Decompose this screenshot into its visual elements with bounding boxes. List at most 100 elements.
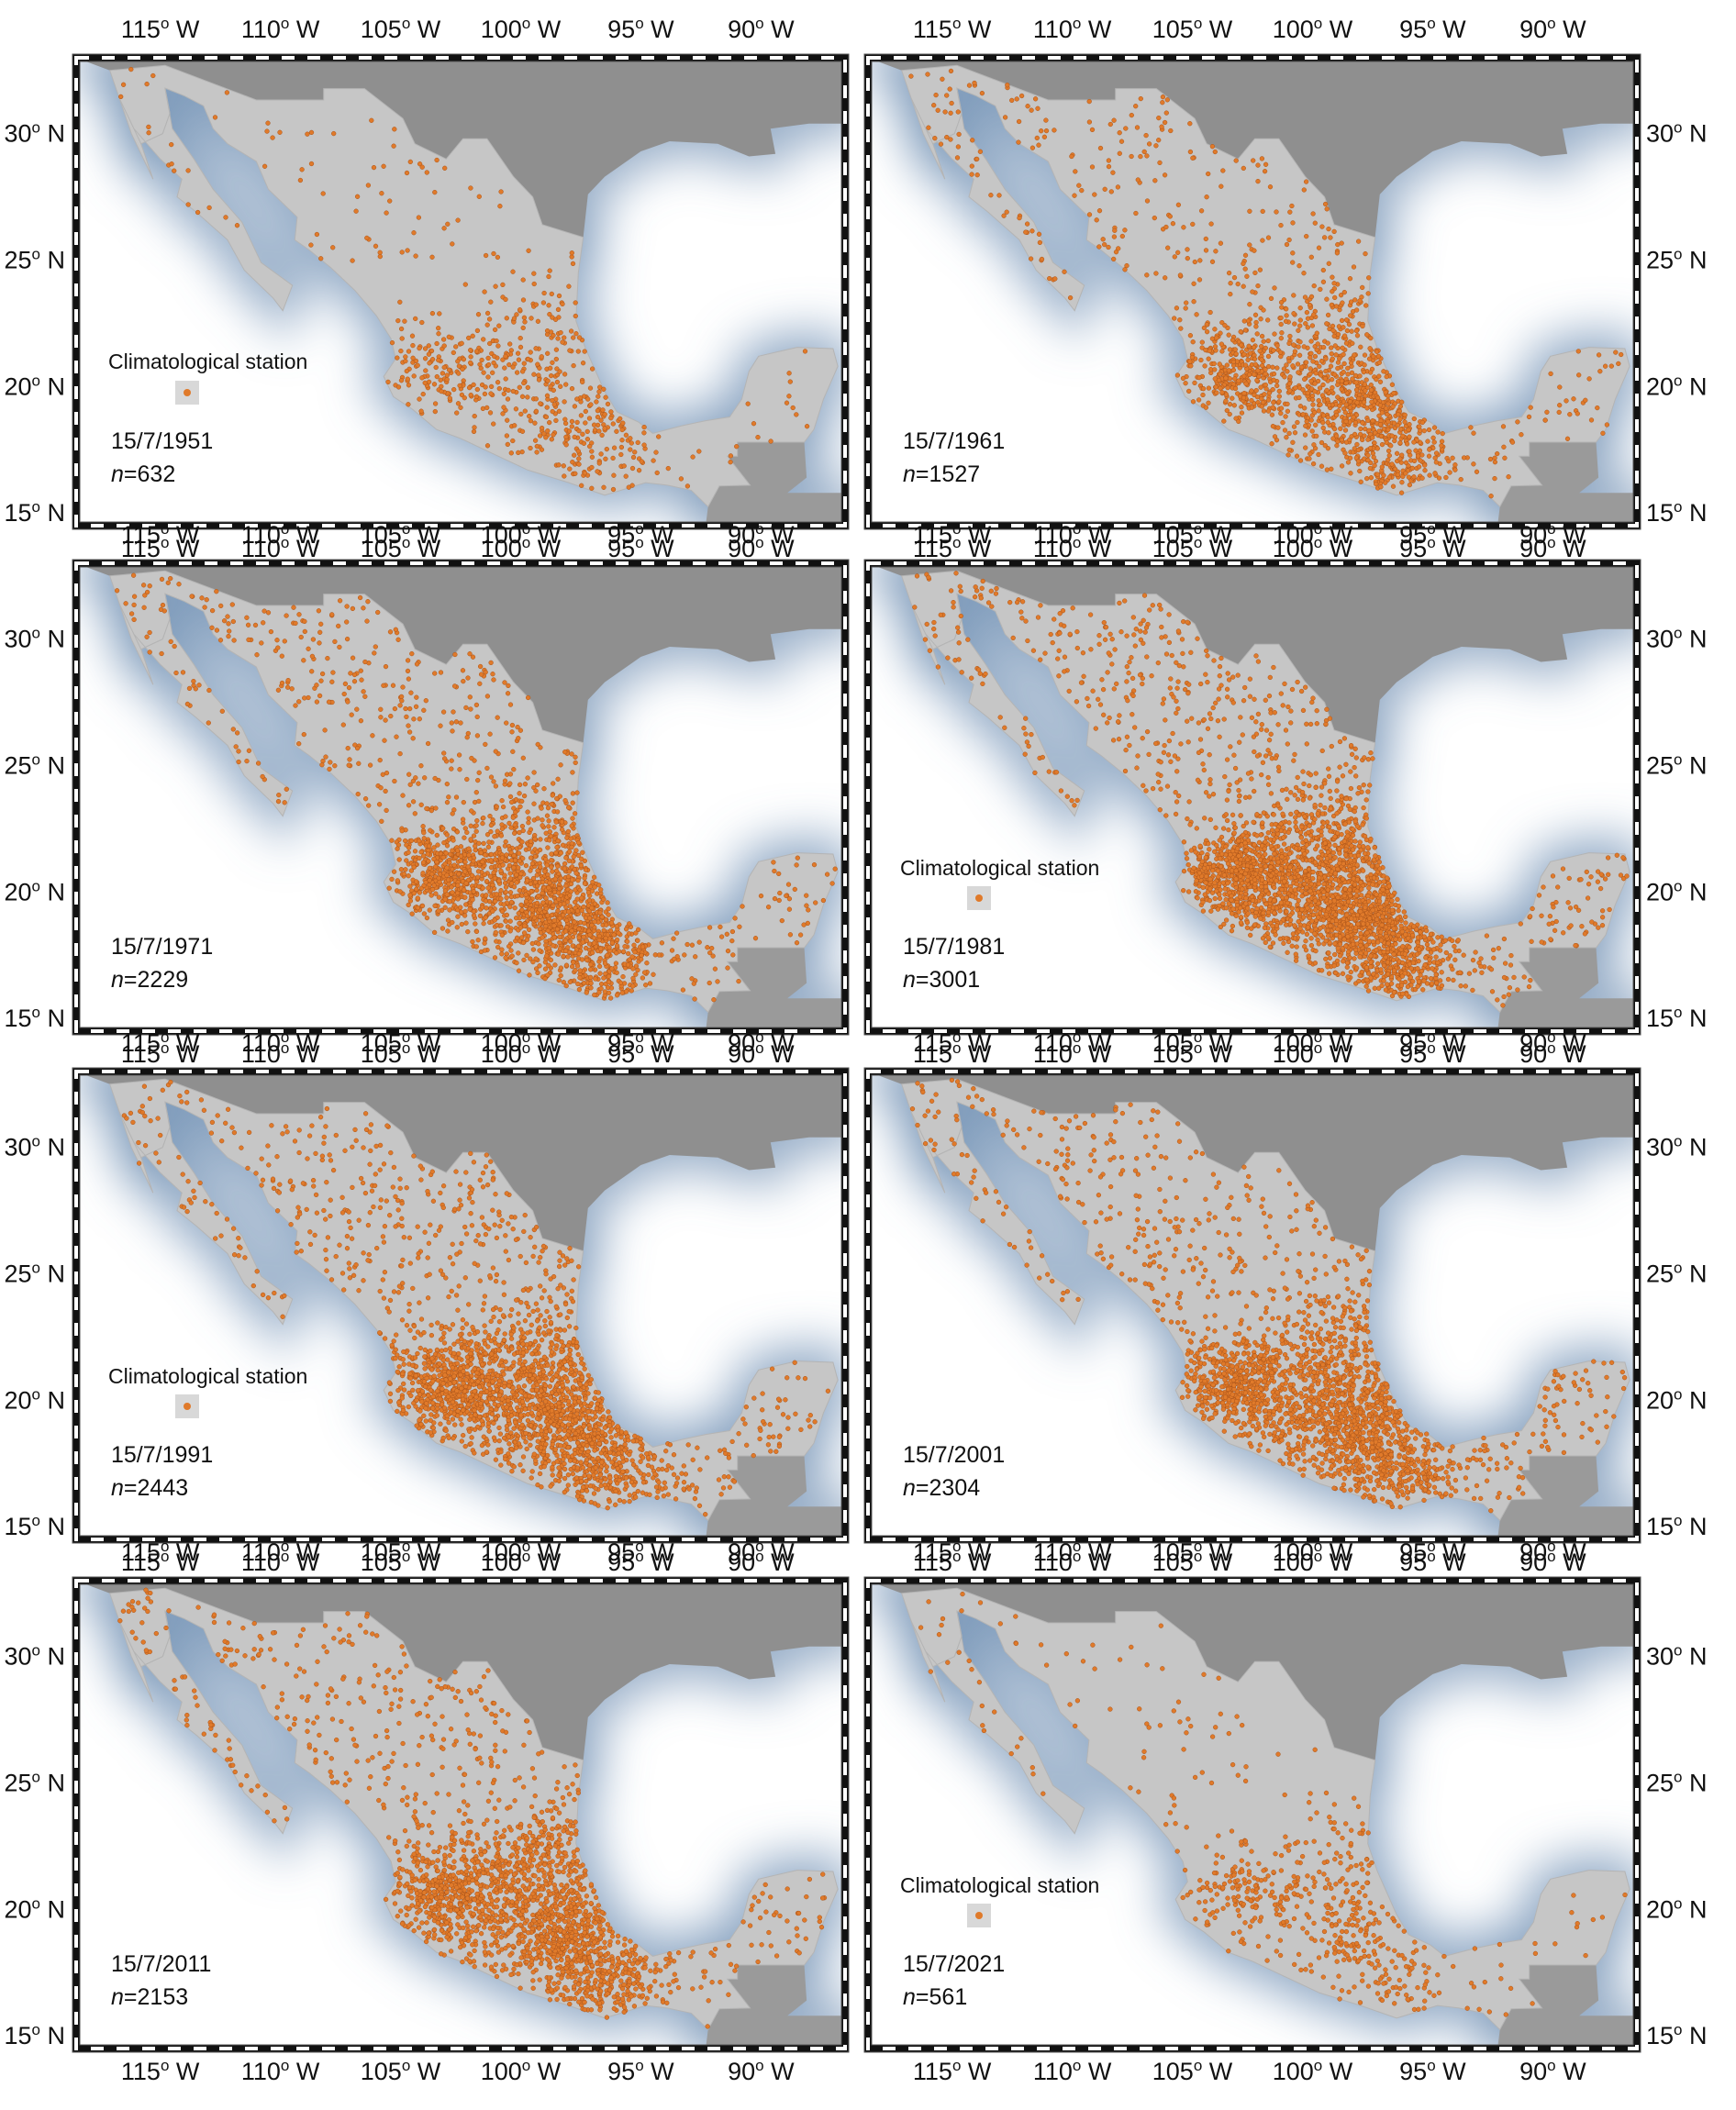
station-point: [1362, 382, 1368, 387]
station-point: [1308, 378, 1314, 384]
station-point: [1278, 336, 1284, 341]
station-point: [1379, 441, 1385, 448]
station-point: [396, 857, 402, 862]
station-point: [1377, 422, 1384, 428]
station-point: [204, 597, 209, 603]
station-point: [586, 916, 593, 921]
station-point: [551, 917, 557, 924]
station-point: [601, 975, 606, 981]
station-point: [598, 417, 604, 423]
station-point: [433, 805, 439, 811]
station-point: [558, 762, 563, 768]
station-point: [623, 432, 629, 438]
station-point: [554, 844, 560, 850]
station-point: [1402, 419, 1408, 425]
station-point: [493, 283, 498, 289]
station-point: [1102, 186, 1107, 192]
station-point: [481, 815, 486, 821]
station-point: [1276, 399, 1282, 405]
station-point: [512, 858, 518, 863]
central-america-landmass: [1497, 442, 1637, 526]
station-point: [473, 823, 479, 828]
station-point: [409, 650, 415, 657]
station-point: [1271, 348, 1276, 353]
station-point: [689, 942, 696, 948]
station-point: [908, 73, 914, 79]
station-point: [510, 749, 516, 754]
station-point: [1337, 403, 1342, 409]
station-point: [356, 761, 362, 766]
station-point: [471, 428, 477, 435]
station-point: [539, 354, 544, 360]
station-point: [1304, 233, 1309, 239]
station-point: [553, 347, 560, 352]
station-point: [553, 868, 560, 873]
station-point: [566, 428, 573, 434]
station-point: [1183, 381, 1188, 386]
station-point: [1256, 373, 1262, 380]
station-point: [221, 618, 228, 624]
station-point: [467, 906, 473, 912]
station-point: [603, 971, 608, 977]
station-point: [1400, 473, 1406, 480]
station-point: [935, 107, 940, 113]
station-point: [1385, 412, 1390, 417]
station-point: [488, 383, 495, 390]
station-point: [1331, 333, 1337, 339]
station-point: [499, 908, 506, 915]
station-point: [1241, 395, 1247, 401]
station-point: [504, 316, 509, 321]
station-point: [507, 794, 514, 800]
station-point: [513, 796, 519, 803]
station-point: [1367, 445, 1374, 451]
station-point: [680, 987, 686, 993]
station-point: [1443, 474, 1449, 481]
station-point: [1336, 324, 1342, 329]
station-point: [1397, 416, 1403, 422]
station-point: [1286, 447, 1292, 453]
station-point: [1183, 305, 1188, 311]
lon-label-bottom: 90o W: [728, 534, 795, 562]
station-point: [1275, 425, 1281, 430]
station-point: [1422, 468, 1428, 473]
station-point: [590, 879, 595, 885]
station-point: [632, 950, 638, 955]
station-point: [1365, 291, 1371, 296]
station-point: [1391, 390, 1397, 396]
station-point: [454, 848, 461, 853]
station-point: [365, 599, 371, 605]
station-point: [449, 720, 454, 726]
station-point: [550, 397, 555, 404]
station-point: [549, 864, 554, 870]
station-point: [1320, 279, 1327, 284]
station-point: [503, 838, 508, 845]
station-point: [1403, 471, 1408, 476]
station-point: [1230, 395, 1235, 401]
mexico-landmass: [901, 64, 1630, 508]
station-point: [1157, 160, 1163, 166]
station-point: [420, 824, 426, 829]
station-point: [169, 161, 174, 167]
station-point: [530, 947, 537, 952]
station-point: [1575, 411, 1580, 416]
station-point: [417, 161, 423, 167]
station-point: [1201, 767, 1207, 773]
station-point: [346, 684, 352, 691]
station-point: [353, 208, 359, 214]
station-point: [507, 904, 513, 910]
station-point: [420, 871, 426, 876]
station-point: [461, 799, 466, 805]
station-point: [535, 361, 540, 367]
station-point: [510, 269, 516, 274]
station-point: [1411, 458, 1418, 464]
station-point: [1324, 321, 1330, 327]
station-point: [1144, 153, 1150, 159]
station-point: [1112, 647, 1118, 652]
station-point: [1278, 299, 1285, 305]
station-point: [549, 291, 554, 297]
station-point: [511, 884, 517, 890]
station-point: [1339, 463, 1345, 469]
station-point: [1342, 428, 1349, 433]
station-point: [310, 637, 317, 642]
lat-label: 15o N: [4, 498, 65, 527]
